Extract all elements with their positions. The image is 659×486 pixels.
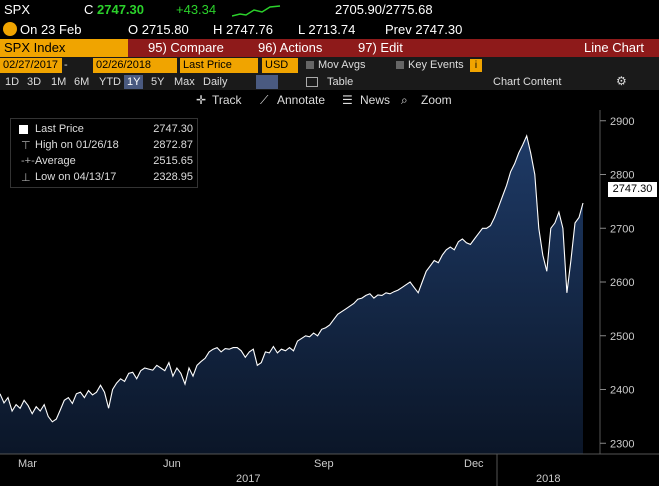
x-tick-label: 2018	[536, 473, 560, 485]
security-field[interactable]: SPX Index	[0, 39, 128, 57]
mov-avgs-checkbox[interactable]	[306, 61, 314, 69]
legend-average-row: -+- Average 2515.65	[15, 155, 195, 169]
news-icon: ☰	[342, 93, 353, 107]
info-icon[interactable]: i	[470, 59, 482, 72]
track-icon: ✛	[196, 93, 207, 107]
period-5y[interactable]: 5Y	[151, 76, 165, 88]
legend-average-label: Average	[35, 155, 76, 167]
day-range: 2705.90/2775.68	[335, 2, 433, 17]
table-button[interactable]: Table	[327, 76, 354, 88]
chart-legend: Last Price 2747.30 ⊤ High on 01/26/18 28…	[10, 118, 198, 188]
key-events-label: Key Events	[408, 59, 464, 71]
quote-header-row: SPX C 2747.30 +43.34 2705.90/2775.68	[0, 0, 659, 20]
legend-last-swatch	[19, 125, 28, 134]
price-area-fill	[0, 135, 583, 455]
last-price: 2747.30	[97, 2, 144, 17]
legend-last-value: 2747.30	[153, 123, 193, 135]
end-date-field[interactable]: 02/26/2018	[93, 58, 177, 73]
date-control-row: 02/27/2017 - 02/26/2018 Last Price USD M…	[0, 57, 659, 74]
gear-icon[interactable]: ⚙	[616, 74, 627, 88]
period-1y[interactable]: 1Y	[124, 75, 144, 89]
date-range-dash: -	[64, 59, 68, 71]
line-chart-icon[interactable]	[256, 75, 278, 89]
sparkline-icon	[232, 5, 281, 17]
actions-menu[interactable]: 96) Actions	[258, 40, 323, 55]
field-selector[interactable]: Last Price	[180, 58, 258, 73]
ticker-label: SPX	[4, 2, 31, 17]
x-tick-label: Jun	[163, 458, 181, 470]
average-marker-icon: -+-	[21, 155, 35, 167]
period-3d[interactable]: 3D	[27, 76, 42, 88]
legend-high-row: ⊤ High on 01/26/18 2872.87	[15, 139, 195, 153]
view-type-label: Line Chart	[584, 40, 644, 55]
y-tick-label: 2800	[610, 170, 634, 182]
y-tick-label: 2300	[610, 438, 634, 450]
low-price: L 2713.74	[298, 22, 356, 37]
clock-icon	[3, 22, 17, 36]
x-tick-label: Dec	[464, 458, 484, 470]
start-date-field[interactable]: 02/27/2017	[0, 58, 62, 73]
y-tick-label: 2600	[610, 277, 634, 289]
x-tick-label: Sep	[314, 458, 334, 470]
tools-row: ✛ Track ⟋ Annotate ☰ News ⌕ Zoom	[0, 90, 659, 110]
price-change: +43.34	[176, 2, 217, 17]
last-price-tag: 2747.30	[608, 182, 657, 197]
open-price: O 2715.80	[128, 22, 189, 37]
currency-selector[interactable]: USD	[262, 58, 298, 73]
close-flag: C	[84, 2, 94, 17]
chart-content-button[interactable]: Chart Content	[493, 76, 562, 88]
high-marker-icon: ⊤	[21, 140, 31, 152]
prev-price: Prev 2747.30	[385, 22, 463, 37]
track-button[interactable]: Track	[212, 93, 242, 107]
high-price: H 2747.76	[213, 22, 273, 37]
period-6m[interactable]: 6M	[74, 76, 90, 88]
legend-low-value: 2328.95	[153, 171, 193, 183]
annotate-icon: ⟋	[260, 93, 269, 107]
compare-menu[interactable]: 95) Compare	[148, 40, 224, 55]
legend-last-label: Last Price	[35, 123, 84, 135]
period-max[interactable]: Max	[174, 76, 195, 88]
y-tick-label: 2500	[610, 331, 634, 343]
zoom-button[interactable]: Zoom	[421, 93, 452, 107]
legend-high-value: 2872.87	[153, 139, 193, 151]
edit-menu[interactable]: 97) Edit	[358, 40, 403, 55]
legend-average-value: 2515.65	[153, 155, 193, 167]
key-events-checkbox[interactable]	[396, 61, 404, 69]
x-tick-label: Mar	[18, 458, 37, 470]
price-line	[0, 134, 584, 423]
news-button[interactable]: News	[360, 93, 391, 107]
y-tick-label: 2400	[610, 385, 634, 397]
low-marker-icon: ⊥	[21, 172, 31, 184]
x-tick-label: 2017	[236, 473, 260, 485]
y-tick-label: 2700	[610, 223, 634, 235]
quote-date: On 23 Feb	[20, 22, 82, 37]
table-icon[interactable]	[306, 77, 318, 87]
legend-last-row: Last Price 2747.30	[15, 123, 195, 137]
y-axis-ticks: 2300 2400 2500 2600 2700 2800 2900	[600, 116, 634, 450]
quote-detail-row: On 23 Feb O 2715.80 H 2747.76 L 2713.74 …	[0, 20, 659, 39]
legend-low-row: ⊥ Low on 04/13/17 2328.95	[15, 171, 195, 185]
x-axis-ticks: Mar Jun Sep Dec 2017 2018	[18, 454, 560, 486]
annotate-button[interactable]: Annotate	[277, 93, 326, 107]
y-tick-label: 2900	[610, 116, 634, 128]
frequency-selector[interactable]: Daily	[203, 76, 228, 88]
zoom-icon: ⌕	[401, 93, 408, 107]
legend-high-label: High on 01/26/18	[35, 139, 119, 151]
price-chart[interactable]: 2300 2400 2500 2600 2700 2800 2900 Mar Jun Sep De…	[0, 110, 659, 486]
period-ytd[interactable]: YTD	[99, 76, 121, 88]
menu-bar: SPX Index 95) Compare 96) Actions 97) Ed…	[0, 39, 659, 57]
period-1m[interactable]: 1M	[51, 76, 67, 88]
mov-avgs-label: Mov Avgs	[318, 59, 366, 71]
period-row: 1D 3D 1M 6M YTD 1Y 5Y Max Daily Table Ch…	[0, 74, 659, 90]
legend-low-label: Low on 04/13/17	[35, 171, 117, 183]
period-1d[interactable]: 1D	[5, 76, 20, 88]
